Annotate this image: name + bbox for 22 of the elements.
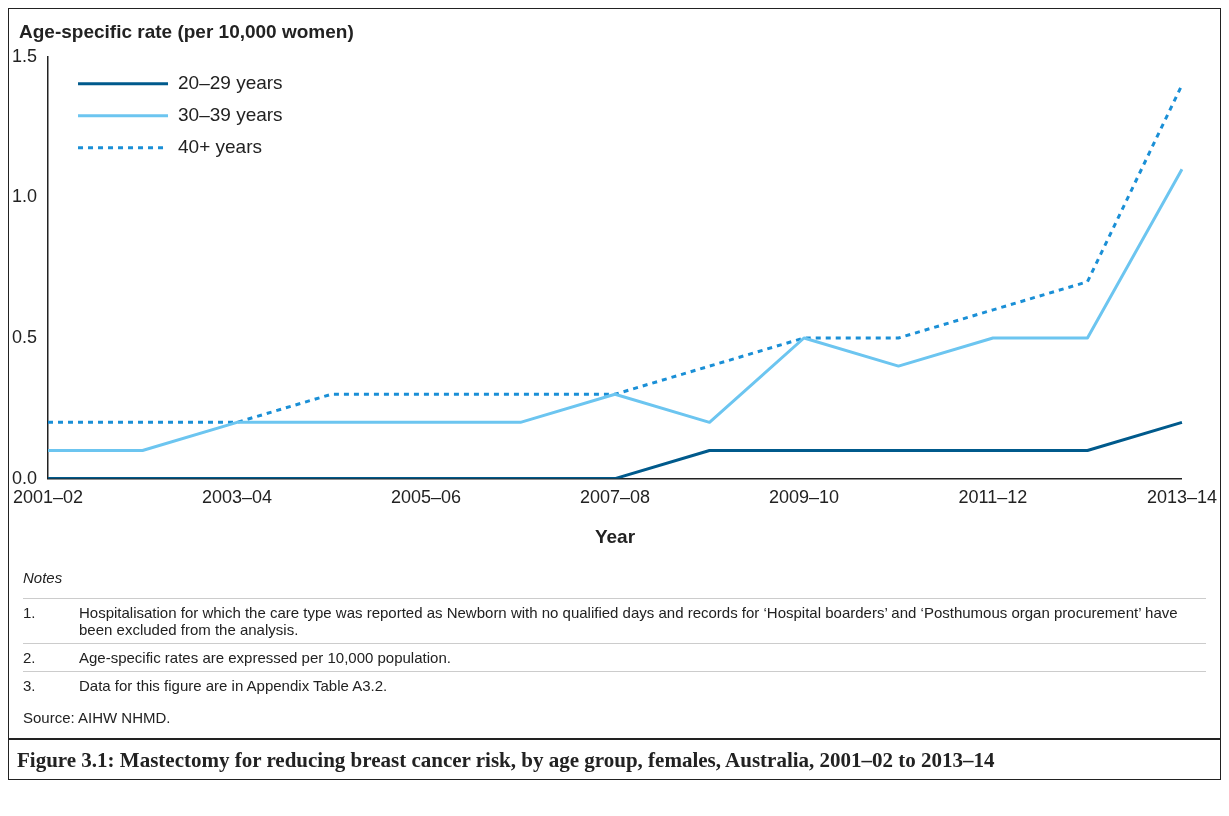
x-tick-label: 2005–06 bbox=[390, 487, 462, 508]
text: 1. Hospitalisation for which the care type was reported as Newborn with no qualified days and records for ‘Hospital boarders’ and ‘Posthumous organ procurement’ have been excluded from the analysis. bbox=[23, 604, 1178, 638]
x-tick-label: 2001–02 bbox=[12, 487, 84, 508]
legend-label: 20–29 years bbox=[178, 72, 283, 94]
x-tick-label: 2013–14 bbox=[1146, 487, 1217, 508]
y-tick-label: 1.5 bbox=[11, 45, 38, 66]
y-tick-label: 1.0 bbox=[11, 186, 38, 207]
x-tick-label: 2007–08 bbox=[579, 487, 651, 508]
y-axis-title: Age-specific rate (per 10,000 women) bbox=[18, 20, 355, 43]
y-tick-label: 0.0 bbox=[11, 467, 38, 488]
text: Notes bbox=[23, 568, 64, 588]
text: Figure 3.1: Mastectomy for reducing breast cancer risk, by age group, females, Australia, 2001–02 to 2013–14 bbox=[9, 738, 1220, 779]
x-tick-label: 2009–10 bbox=[768, 487, 840, 508]
x-tick-label: 2003–04 bbox=[201, 487, 273, 508]
text: 2. Age-specific rates are expressed per 10,000 population. bbox=[23, 649, 451, 666]
y-tick-label: 0.5 bbox=[11, 326, 38, 347]
source-note: Source: AIHW NHMD. bbox=[23, 708, 172, 728]
text: 3. Data for this figure are in Appendix Table A3.2. bbox=[23, 677, 388, 694]
legend-label: 40+ years bbox=[178, 136, 263, 158]
x-tick-label: 2011–12 bbox=[958, 487, 1028, 508]
x-axis-title: Year bbox=[594, 525, 636, 547]
legend-label: 30–39 years bbox=[178, 104, 283, 126]
